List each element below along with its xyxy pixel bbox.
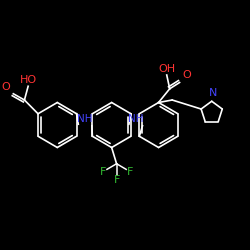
- Text: OH: OH: [158, 64, 175, 74]
- Text: HO: HO: [20, 75, 37, 85]
- Text: NH: NH: [128, 114, 144, 124]
- Text: F: F: [114, 175, 120, 185]
- Text: O: O: [182, 70, 191, 81]
- Text: NH: NH: [78, 114, 93, 124]
- Text: O: O: [2, 82, 10, 92]
- Text: F: F: [100, 167, 106, 177]
- Text: N: N: [209, 88, 217, 98]
- Text: F: F: [127, 167, 134, 177]
